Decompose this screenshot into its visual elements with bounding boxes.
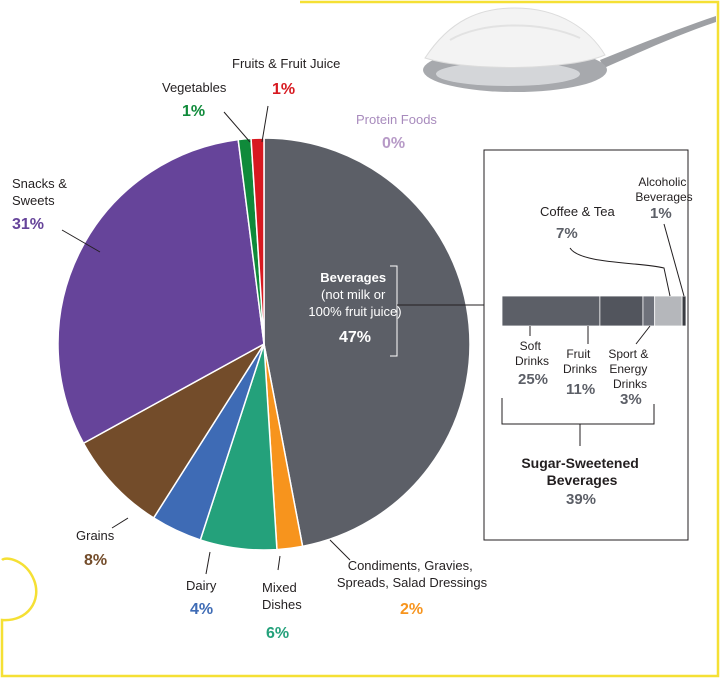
alcohol-value: 1% bbox=[650, 205, 672, 222]
sugar-group-label: Sugar-Sweetened Beverages bbox=[521, 455, 642, 488]
snacks-label: Snacks & Sweets bbox=[12, 176, 71, 208]
condiments-label: Condiments, Gravies, Spreads, Salad Dres… bbox=[337, 558, 488, 590]
pie-slice-fruits bbox=[250, 137, 265, 345]
soft-value: 25% bbox=[518, 371, 548, 388]
vegetables-label: Vegetables bbox=[162, 80, 227, 95]
beverages-label: Beverages (not milk or 100% fruit juice) bbox=[308, 270, 401, 319]
mixed-label: Mixed Dishes bbox=[262, 580, 302, 612]
sugar-mound bbox=[424, 7, 606, 68]
spoon-bowl-shine bbox=[436, 62, 580, 86]
vegetables-value: 1% bbox=[182, 103, 205, 120]
pie-slice-snacks bbox=[57, 138, 265, 445]
spoon-handle bbox=[600, 16, 716, 68]
mixed-leader bbox=[277, 555, 281, 571]
snacks-value: 31% bbox=[12, 216, 44, 233]
sport-value: 3% bbox=[620, 391, 642, 408]
beverages-value: 47% bbox=[339, 329, 371, 346]
sugar-group-bracket bbox=[501, 398, 655, 425]
snacks-leader bbox=[61, 229, 101, 253]
leader-lines bbox=[61, 105, 685, 575]
pie-slice-grains bbox=[82, 343, 265, 519]
sugar-group-value: 39% bbox=[566, 491, 596, 508]
alcohol-label: Alcoholic Beverages bbox=[635, 175, 692, 204]
condiments-value: 2% bbox=[400, 601, 423, 618]
grains-value: 8% bbox=[84, 552, 107, 569]
bar-segment-fruitdrinks bbox=[599, 295, 644, 327]
vegetables-leader bbox=[223, 111, 251, 143]
mixed-value: 6% bbox=[266, 625, 289, 642]
pie-slice-beverages bbox=[263, 137, 471, 548]
coffee-leader bbox=[569, 247, 671, 297]
sport-label: Sport & Energy Drinks bbox=[608, 347, 651, 391]
sport-leader bbox=[635, 325, 651, 345]
soft-label: Soft Drinks bbox=[515, 339, 549, 368]
alcohol-leader bbox=[663, 223, 685, 297]
fruits-label: Fruits & Fruit Juice bbox=[232, 56, 340, 71]
bar-segment-soft bbox=[501, 295, 601, 327]
fruitdrinks-label: Fruit Drinks bbox=[563, 347, 597, 376]
dairy-label: Dairy bbox=[186, 578, 217, 593]
bar-segment-alcohol bbox=[681, 295, 687, 327]
stacked-bar bbox=[501, 295, 687, 327]
fruitdrinks-value: 11% bbox=[566, 381, 595, 398]
coffee-value: 7% bbox=[556, 225, 578, 242]
grains-label: Grains bbox=[76, 528, 115, 543]
bar-segment-sport bbox=[642, 295, 656, 327]
coffee-label: Coffee & Tea bbox=[540, 204, 615, 219]
fruits-value: 1% bbox=[272, 81, 295, 98]
beverages-bracket bbox=[390, 265, 398, 357]
fruits-leader bbox=[261, 105, 269, 143]
pie-chart bbox=[57, 137, 471, 551]
sugar-texture bbox=[449, 24, 581, 41]
dairy-leader bbox=[205, 551, 211, 575]
protein-value: 0% bbox=[382, 135, 405, 152]
breakdown-panel bbox=[483, 149, 689, 541]
sugar-spoon-image bbox=[423, 7, 716, 92]
dairy-value: 4% bbox=[190, 601, 213, 618]
grains-leader bbox=[111, 517, 129, 529]
protein-label: Protein Foods bbox=[356, 112, 437, 127]
condiments-leader bbox=[329, 539, 351, 561]
bar-segment-coffee bbox=[654, 295, 683, 327]
